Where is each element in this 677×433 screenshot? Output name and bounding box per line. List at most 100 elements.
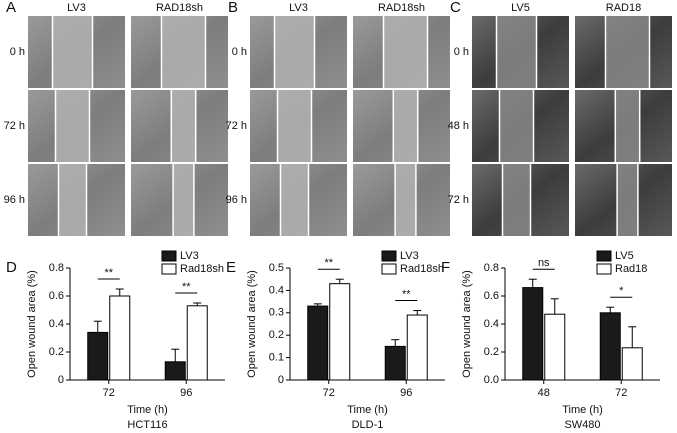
row-label: 48 h — [448, 120, 469, 132]
wound-gap — [615, 90, 640, 162]
column-header: RAD18sh — [378, 2, 425, 14]
x-tick-label: 96 — [400, 387, 412, 399]
y-tick-label: 0.8 — [484, 262, 499, 274]
wound-gap — [502, 164, 531, 236]
chart-subtitle: HCT116 — [127, 419, 167, 431]
legend-swatch — [381, 263, 397, 275]
bar — [164, 361, 186, 381]
wound-gap — [55, 90, 90, 162]
legend-label: LV3 — [180, 250, 199, 262]
y-tick-label: 0.3 — [269, 307, 284, 319]
column-header: RAD18sh — [156, 2, 203, 14]
y-axis-label: Open wound area (%) — [246, 270, 258, 378]
y-tick-label: 0.4 — [484, 318, 499, 330]
x-tick-label: 72 — [323, 387, 335, 399]
y-tick-label: 0.1 — [269, 352, 284, 364]
row-label: 0 h — [10, 46, 25, 58]
y-tick-label: 0.6 — [484, 290, 499, 302]
row-label: 0 h — [454, 46, 469, 58]
wound-gap — [277, 90, 312, 162]
bar — [621, 347, 643, 381]
legend-label: Rad18 — [615, 263, 647, 275]
panel-letter: A — [6, 0, 16, 16]
bar — [544, 313, 566, 381]
bar — [329, 283, 351, 381]
x-axis-label: Time (h) — [127, 404, 168, 416]
x-tick-label: 96 — [180, 387, 192, 399]
legend-swatch — [596, 263, 612, 275]
wound-gap — [393, 90, 418, 162]
bar — [406, 314, 428, 381]
legend-label: LV5 — [615, 250, 634, 262]
legend-label: Rad18sh — [180, 263, 224, 275]
chart-subtitle: SW480 — [564, 419, 600, 431]
wound-gap — [173, 164, 194, 236]
panel-letter: B — [228, 0, 238, 16]
y-tick-label: 0.2 — [49, 346, 64, 358]
wound-gap — [171, 90, 196, 162]
column-header: LV5 — [511, 2, 530, 14]
y-tick-label: 0.4 — [49, 318, 64, 330]
legend-swatch — [161, 250, 177, 262]
row-label: 72 h — [448, 194, 469, 206]
wound-gap — [280, 164, 309, 236]
row-label: 72 h — [226, 120, 247, 132]
y-tick-label: 0.5 — [269, 262, 284, 274]
chart-subtitle: DLD-1 — [352, 419, 384, 431]
wound-gap — [605, 16, 650, 88]
panel-letter: C — [450, 0, 461, 16]
y-tick-label: 0.6 — [49, 290, 64, 302]
bar — [109, 295, 131, 381]
wound-gap — [499, 90, 534, 162]
row-label: 72 h — [4, 120, 25, 132]
significance-label: ** — [324, 257, 333, 269]
wound-gap — [617, 164, 638, 236]
x-tick-label: 48 — [538, 387, 550, 399]
y-tick-label: 0.4 — [269, 284, 284, 296]
legend-swatch — [596, 250, 612, 262]
x-tick-label: 72 — [615, 387, 627, 399]
legend-label: Rad18sh — [400, 263, 444, 275]
significance-label: ns — [538, 257, 550, 269]
wound-gap — [58, 164, 87, 236]
y-tick-label: 0 — [58, 374, 64, 386]
column-header: RAD18 — [606, 2, 641, 14]
x-tick-label: 72 — [103, 387, 115, 399]
x-axis-label: Time (h) — [347, 404, 388, 416]
wound-gap — [496, 16, 537, 88]
column-header: LV3 — [67, 2, 86, 14]
bar — [384, 345, 406, 381]
significance-label: * — [619, 285, 624, 297]
significance-label: ** — [104, 267, 113, 279]
legend-swatch — [381, 250, 397, 262]
y-tick-label: 0.0 — [484, 374, 499, 386]
bar — [522, 287, 544, 381]
significance-label: ** — [402, 288, 411, 300]
y-axis-label: Open wound area (%) — [26, 270, 38, 378]
y-tick-label: 0 — [278, 374, 284, 386]
row-label: 96 h — [4, 194, 25, 206]
wound-gap — [52, 16, 93, 88]
bar — [87, 331, 109, 381]
y-axis-label: Open wound area (%) — [461, 270, 473, 378]
row-label: 96 h — [226, 194, 247, 206]
x-axis-label: Time (h) — [562, 404, 603, 416]
wound-gap — [274, 16, 315, 88]
panel-letter: E — [226, 259, 236, 276]
significance-label: ** — [182, 281, 191, 293]
column-header: LV3 — [289, 2, 308, 14]
y-tick-label: 0.2 — [484, 346, 499, 358]
panel-letter: F — [441, 259, 450, 276]
y-tick-label: 0.8 — [49, 262, 64, 274]
bar — [599, 312, 621, 381]
legend-swatch — [161, 263, 177, 275]
wound-gap — [161, 16, 206, 88]
panel-letter: D — [6, 259, 17, 276]
legend-label: LV3 — [400, 250, 419, 262]
row-label: 0 h — [232, 46, 247, 58]
wound-gap — [395, 164, 416, 236]
bar — [186, 305, 208, 381]
wound-gap — [383, 16, 428, 88]
bar — [307, 305, 329, 381]
